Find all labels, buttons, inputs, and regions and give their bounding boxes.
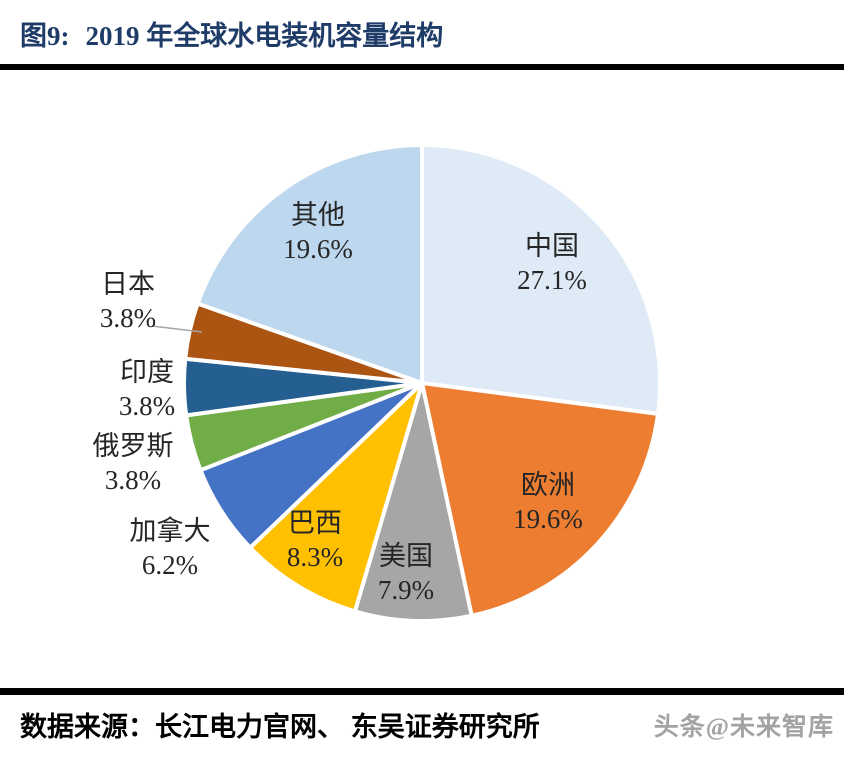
slice-label-value-japan: 3.8% (99, 303, 157, 333)
slice-label-europe: 欧洲 19.6% (513, 468, 583, 536)
data-source: 数据来源：长江电力官网、 东吴证券研究所 (20, 705, 540, 744)
slice-label-usa: 美国 7.9% (378, 539, 434, 607)
slice-label-name-india: 印度 (120, 357, 174, 387)
figure-number: 图9: (20, 21, 70, 51)
slice-label-russia: 俄罗斯 3.8% (93, 429, 174, 497)
data-source-label: 数据来源： (20, 712, 155, 742)
slice-label-india: 印度 3.8% (119, 355, 175, 423)
slice-label-value-india: 3.8% (118, 391, 176, 421)
slice-label-value-europe: 19.6% (513, 504, 583, 534)
slice-label-value-others: 19.6% (283, 234, 353, 264)
pie-slice-europe (420, 381, 660, 618)
slice-label-china: 中国 27.1% (517, 229, 587, 297)
japan-label-leader-line (151, 325, 203, 333)
slice-label-canada: 加拿大 6.2% (130, 514, 211, 582)
slice-label-value-brazil: 8.3% (286, 542, 344, 572)
pie-slice-china (420, 143, 662, 416)
slice-label-value-china: 27.1% (517, 265, 587, 295)
slice-label-name-others: 其他 (291, 200, 345, 230)
title-divider (0, 64, 844, 70)
footer-divider (0, 688, 844, 695)
slice-label-brazil: 巴西 8.3% (287, 506, 343, 574)
slice-label-japan: 日本 3.8% (100, 267, 156, 335)
slice-label-value-canada: 6.2% (141, 550, 199, 580)
slice-label-name-russia: 俄罗斯 (92, 431, 174, 461)
slice-label-name-usa: 美国 (379, 541, 433, 571)
pie-chart (151, 143, 662, 623)
slice-label-name-china: 中国 (525, 231, 579, 261)
footer: 数据来源：长江电力官网、 东吴证券研究所 头条@未来智库 (0, 695, 844, 760)
pie-slice-usa (352, 381, 474, 623)
slice-label-value-russia: 3.8% (104, 465, 162, 495)
pie-slice-brazil (248, 381, 424, 614)
pie-slice-others (195, 143, 424, 385)
slice-label-name-europe: 欧洲 (521, 470, 575, 500)
watermark: 头条@未来智库 (653, 713, 834, 741)
figure-header: 图9: 2019 年全球水电装机容量结构 (0, 0, 844, 64)
slice-label-others: 其他 19.6% (283, 198, 353, 266)
slice-label-name-japan: 日本 (101, 269, 155, 299)
slice-label-value-usa: 7.9% (377, 575, 435, 605)
slice-label-name-canada: 加拿大 (129, 516, 211, 546)
data-source-text: 长江电力官网、 东吴证券研究所 (155, 712, 540, 742)
slice-label-name-brazil: 巴西 (288, 508, 342, 538)
figure-title: 2019 年全球水电装机容量结构 (85, 21, 444, 51)
pie-chart-area: 中国 27.1% 欧洲 19.6% 美国 7.9% 巴西 8.3% 加拿大 6.2% 俄罗斯 3.8%… (0, 70, 844, 688)
